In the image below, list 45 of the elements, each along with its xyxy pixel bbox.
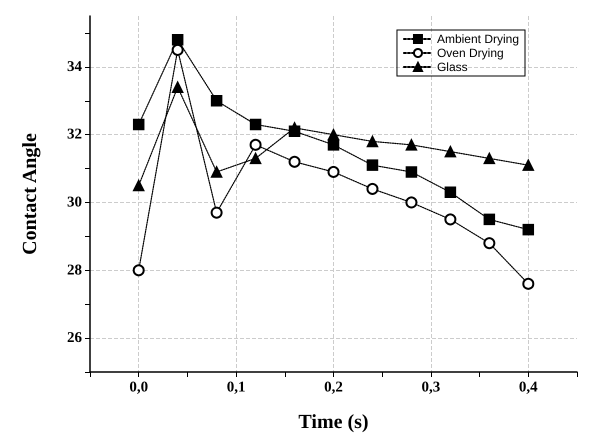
point (522, 278, 534, 290)
point (250, 152, 262, 164)
y-tick-label: 32 (67, 126, 82, 143)
point (250, 118, 262, 130)
y-tick-label: 28 (67, 262, 82, 278)
point (328, 128, 340, 140)
x-tick-label: 0,0 (129, 380, 148, 396)
point (406, 166, 418, 178)
legend-label: Oven Drying (436, 46, 504, 60)
point (522, 224, 534, 236)
x-tick-label: 0,4 (518, 380, 538, 396)
point (210, 166, 222, 178)
point (444, 213, 456, 226)
point (406, 139, 418, 151)
y-tick-label: 34 (67, 58, 82, 75)
point (132, 264, 145, 276)
point (444, 186, 456, 198)
x-axis-title: Time (s) (298, 411, 369, 433)
x-tick-label: 0,2 (324, 380, 343, 396)
point (288, 156, 301, 168)
point (172, 34, 184, 46)
y-axis-title: Contact Angle (19, 133, 41, 255)
point (288, 122, 300, 134)
point (483, 237, 496, 250)
point (132, 180, 144, 192)
point (366, 136, 378, 148)
legend-label: Glass (436, 60, 468, 74)
point (522, 159, 534, 171)
point (210, 95, 222, 107)
legend-label: Ambient Drying (436, 32, 519, 46)
y-tick-label: 26 (67, 330, 82, 346)
point (210, 206, 223, 219)
point (444, 146, 456, 158)
x-tick-label: 0,3 (422, 380, 440, 396)
point (484, 152, 496, 164)
point (484, 214, 496, 226)
point (405, 196, 418, 208)
x-tick-label: 0,1 (226, 380, 246, 396)
point (132, 118, 144, 130)
point (250, 138, 262, 151)
point (366, 182, 378, 195)
point (172, 81, 184, 93)
point (366, 159, 378, 171)
y-tick-label: 30 (67, 194, 82, 210)
point (328, 166, 340, 178)
